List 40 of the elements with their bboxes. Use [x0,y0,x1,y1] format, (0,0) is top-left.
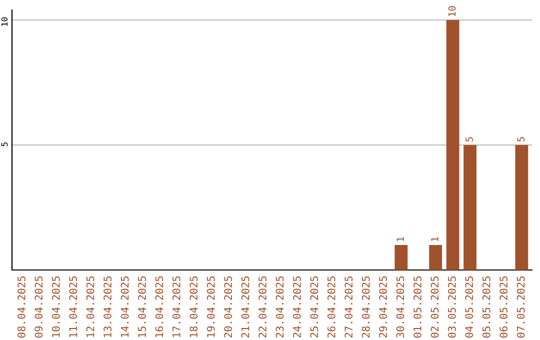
data-label: 10 [448,6,456,16]
data-label: 1 [396,237,404,242]
x-tick-label: 28.04.2025 [362,276,370,338]
x-tick-label: 10.04.2025 [52,276,60,338]
x-tick-label: 24.04.2025 [293,276,301,338]
data-label: 5 [517,137,525,142]
bar [446,20,460,270]
data-label: 1 [431,237,438,242]
x-tick-label: 12.04.2025 [86,276,94,338]
bar [464,145,476,270]
x-tick-label: 26.04.2025 [327,276,336,338]
x-tick-label: 22.04.2025 [258,276,266,338]
x-tick-label: 01.05.2025 [414,276,422,338]
x-tick-label: 04.05.2025 [465,276,474,338]
x-tick-label: 07.05.2025 [516,276,525,338]
bar [429,245,442,270]
x-tick-label: 11.04.2025 [69,276,78,338]
x-tick-label: 15.04.2025 [138,276,146,338]
x-tick-label: 09.04.2025 [34,276,43,338]
x-tick-label: 17.04.2025 [172,276,180,338]
x-tick-label: 23.04.2025 [276,276,284,338]
x-tick-label: 08.04.2025 [18,276,26,338]
x-tick-label: 20.04.2025 [224,276,232,338]
bar [394,245,408,270]
x-tick-label: 16.04.2025 [155,276,164,338]
x-tick-label: 21.04.2025 [241,276,250,338]
data-label: 5 [466,137,473,142]
bar [515,145,528,270]
x-tick-label: 02.05.2025 [430,276,439,338]
x-tick-label: 03.05.2025 [448,276,456,338]
x-tick-label: 05.05.2025 [482,276,490,338]
x-tick-label: 30.04.2025 [396,276,404,338]
x-tick-label: 14.04.2025 [120,276,129,338]
x-tick-label: 13.04.2025 [104,276,112,338]
x-tick-label: 29.04.2025 [379,276,387,338]
x-tick-label: 27.04.2025 [344,276,353,338]
x-tick-label: 19.04.2025 [206,276,215,338]
x-tick-label: 06.05.2025 [500,276,508,338]
x-tick-label: 25.04.2025 [310,276,318,338]
x-tick-label: 18.04.2025 [190,276,198,338]
